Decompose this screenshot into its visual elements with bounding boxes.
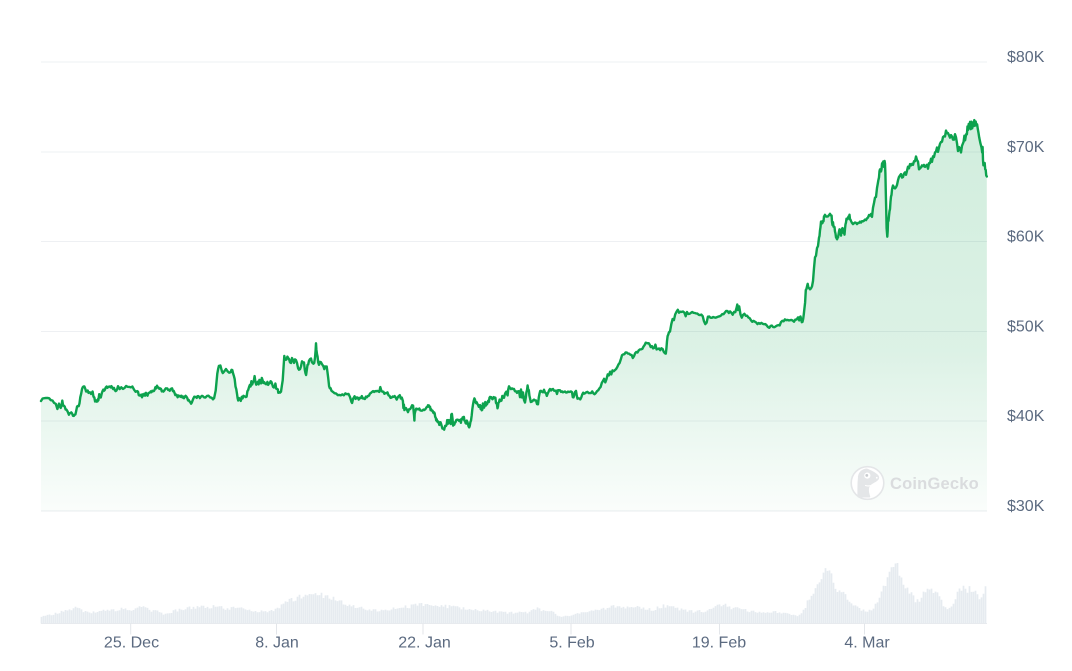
svg-text:$50K: $50K xyxy=(1007,319,1045,336)
svg-text:25. Dec: 25. Dec xyxy=(104,635,159,652)
svg-text:$80K: $80K xyxy=(1007,49,1045,66)
svg-text:CoinGecko: CoinGecko xyxy=(890,475,979,493)
svg-text:22. Jan: 22. Jan xyxy=(398,635,450,652)
svg-text:5. Feb: 5. Feb xyxy=(549,635,594,652)
svg-text:4. Mar: 4. Mar xyxy=(844,635,890,652)
svg-text:$30K: $30K xyxy=(1007,498,1045,515)
svg-text:19. Feb: 19. Feb xyxy=(692,635,746,652)
svg-text:$40K: $40K xyxy=(1007,408,1045,425)
svg-text:8. Jan: 8. Jan xyxy=(255,635,299,652)
svg-text:$70K: $70K xyxy=(1007,139,1045,156)
svg-text:$60K: $60K xyxy=(1007,229,1045,246)
